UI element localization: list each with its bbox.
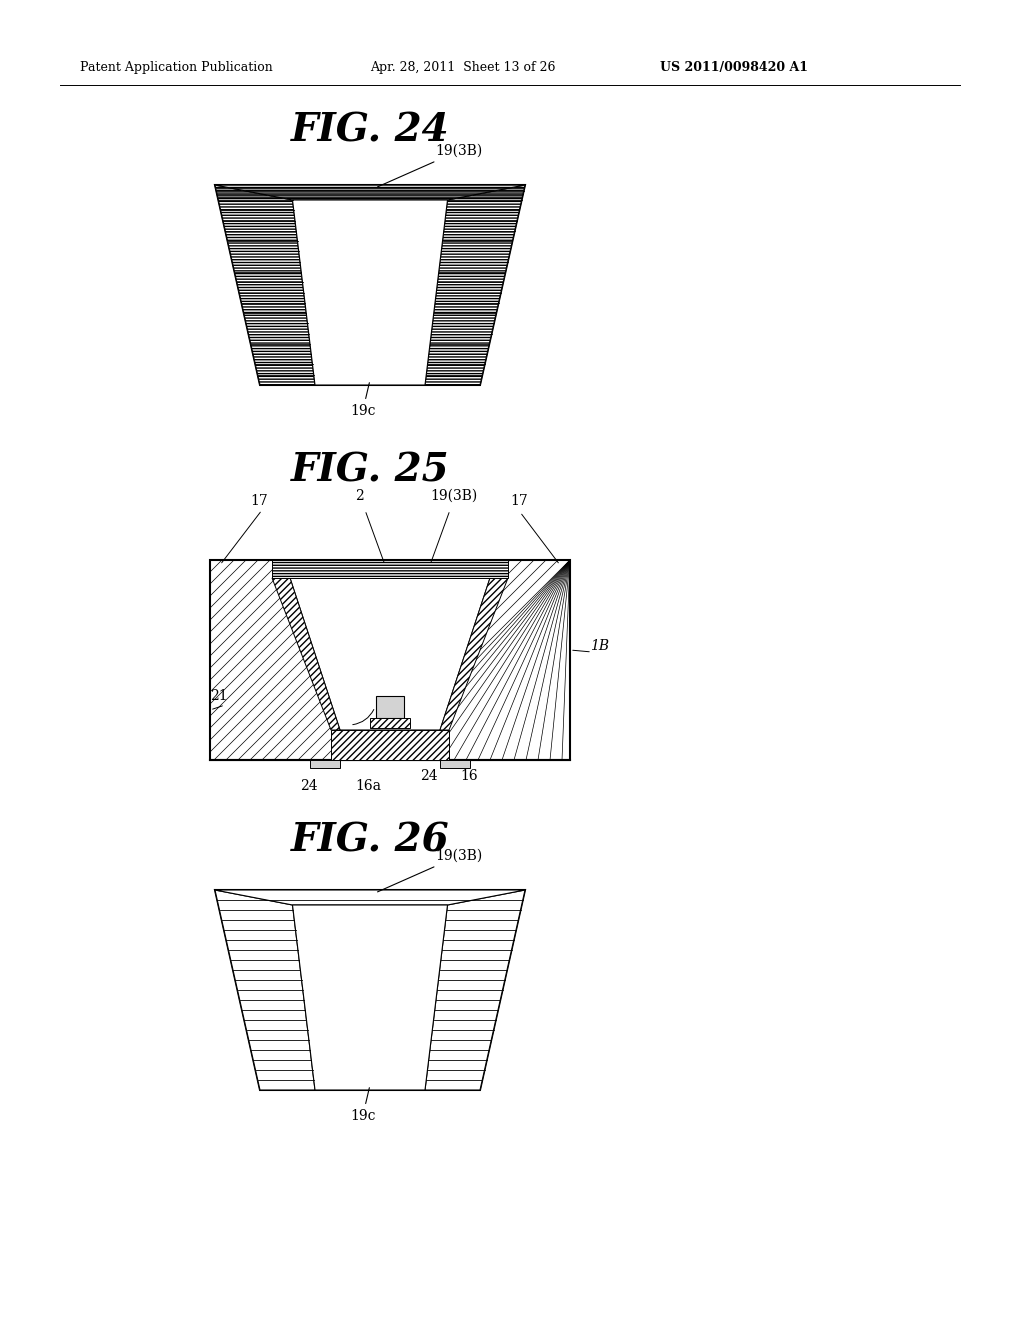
- Polygon shape: [272, 578, 340, 730]
- Text: 19(3B): 19(3B): [430, 488, 477, 503]
- Bar: [376, 696, 404, 718]
- Text: FIG. 26: FIG. 26: [291, 821, 450, 859]
- Text: 24: 24: [300, 779, 317, 793]
- Text: 17: 17: [250, 494, 267, 508]
- Text: 16: 16: [460, 770, 477, 783]
- Bar: [310, 760, 340, 768]
- Polygon shape: [215, 890, 525, 906]
- Polygon shape: [425, 185, 525, 385]
- Text: 19(3B): 19(3B): [378, 144, 482, 187]
- Polygon shape: [272, 560, 508, 578]
- Polygon shape: [440, 578, 508, 730]
- Polygon shape: [215, 185, 525, 201]
- Text: FIG. 24: FIG. 24: [291, 111, 450, 149]
- Polygon shape: [215, 890, 315, 1090]
- Text: FIG. 25: FIG. 25: [291, 451, 450, 488]
- Polygon shape: [331, 730, 449, 760]
- Polygon shape: [293, 906, 447, 1090]
- Text: Patent Application Publication: Patent Application Publication: [80, 62, 272, 74]
- Bar: [370, 718, 410, 729]
- Text: 17: 17: [510, 494, 527, 508]
- Polygon shape: [215, 185, 315, 385]
- Text: 19c: 19c: [350, 1088, 376, 1123]
- Text: 21: 21: [210, 689, 227, 704]
- Polygon shape: [290, 578, 490, 730]
- Bar: [440, 760, 470, 768]
- Bar: [210, 560, 570, 760]
- Text: 19c: 19c: [350, 383, 376, 418]
- Polygon shape: [215, 890, 525, 1090]
- Text: 1B: 1B: [590, 639, 609, 653]
- Text: Apr. 28, 2011  Sheet 13 of 26: Apr. 28, 2011 Sheet 13 of 26: [370, 62, 555, 74]
- Text: 2: 2: [355, 488, 364, 503]
- Text: 16a: 16a: [355, 779, 381, 793]
- Polygon shape: [293, 201, 447, 385]
- Text: US 2011/0098420 A1: US 2011/0098420 A1: [660, 62, 808, 74]
- Polygon shape: [425, 890, 525, 1090]
- Text: 19(3B): 19(3B): [378, 849, 482, 892]
- Text: 24: 24: [420, 770, 437, 783]
- Polygon shape: [215, 185, 525, 385]
